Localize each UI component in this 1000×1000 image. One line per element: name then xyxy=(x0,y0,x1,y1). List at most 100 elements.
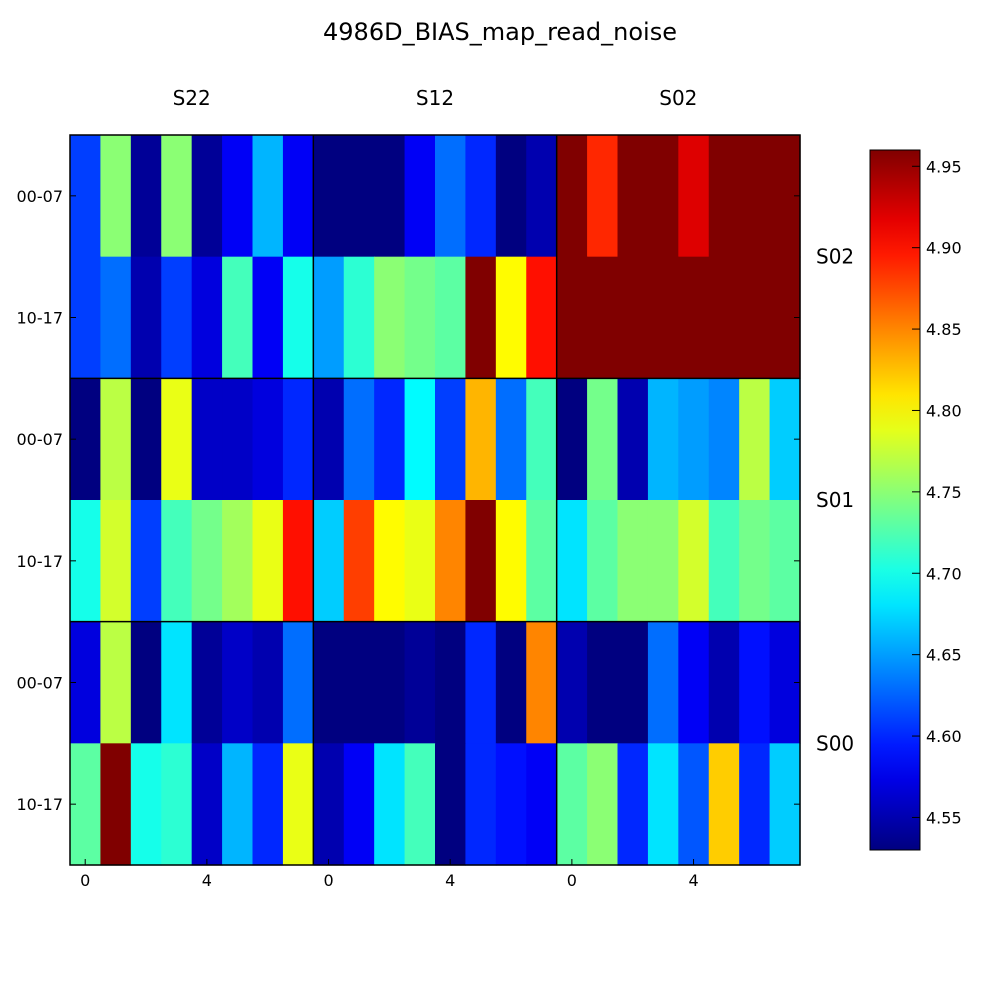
heatmap-cell xyxy=(435,378,467,501)
heatmap-cell xyxy=(374,743,406,866)
heatmap-cell xyxy=(222,621,254,744)
heatmap-cell xyxy=(495,256,527,379)
colorbar-tick-label: 4.65 xyxy=(926,646,962,665)
colorbar-gradient xyxy=(869,149,921,851)
heatmap-cell xyxy=(435,743,467,866)
heatmap-cell xyxy=(708,135,740,258)
heatmap-cells xyxy=(70,135,801,866)
colorbar-tick-label: 4.60 xyxy=(926,727,962,746)
heatmap-cell xyxy=(526,500,558,623)
heatmap-cell xyxy=(495,743,527,866)
heatmap-cell xyxy=(465,743,497,866)
heatmap-cell xyxy=(739,256,771,379)
heatmap-cell xyxy=(222,378,254,501)
heatmap-cell xyxy=(617,378,649,501)
heatmap-cell xyxy=(282,500,314,623)
heatmap-cell xyxy=(282,621,314,744)
heatmap-cell xyxy=(404,500,436,623)
heatmap-cell xyxy=(222,135,254,258)
heatmap-cell xyxy=(100,135,132,258)
heatmap-cell xyxy=(161,743,193,866)
heatmap-cell xyxy=(587,743,619,866)
heatmap-cell xyxy=(678,378,710,501)
panel-frames xyxy=(69,134,801,866)
colorbar-tick-label: 4.90 xyxy=(926,239,962,258)
heatmap-cell xyxy=(495,135,527,258)
heatmap-cell xyxy=(282,378,314,501)
heatmap-cell xyxy=(708,256,740,379)
heatmap-cell xyxy=(100,378,132,501)
heatmap-cell xyxy=(313,135,345,258)
heatmap-cell xyxy=(191,378,223,501)
heatmap-cell xyxy=(556,500,588,623)
heatmap-cell xyxy=(374,378,406,501)
heatmap-cell xyxy=(130,621,162,744)
heatmap-cell xyxy=(739,743,771,866)
heatmap-cell xyxy=(130,256,162,379)
colorbar-ticks: 4.55 4.60 4.65 4.70 4.75 4.80 4.85 4.90 4.95 xyxy=(912,157,962,827)
heatmap-cell xyxy=(587,621,619,744)
heatmap-cell xyxy=(130,135,162,258)
heatmap-cell xyxy=(191,621,223,744)
heatmap-cell xyxy=(343,621,375,744)
heatmap-cell xyxy=(647,621,679,744)
heatmap-cell xyxy=(130,743,162,866)
heatmap-cell xyxy=(617,500,649,623)
heatmap-cell xyxy=(435,621,467,744)
heatmap-cell xyxy=(678,743,710,866)
heatmap-cell xyxy=(708,500,740,623)
heatmap-cell xyxy=(495,378,527,501)
heatmap-cell xyxy=(435,500,467,623)
heatmap-cell xyxy=(556,621,588,744)
heatmap-cell xyxy=(100,256,132,379)
heatmap-cell xyxy=(222,500,254,623)
column-group-label: S12 xyxy=(416,86,454,110)
heatmap-cell xyxy=(617,621,649,744)
x-tick-label: 0 xyxy=(567,871,577,890)
heatmap-cell xyxy=(678,621,710,744)
heatmap-cell xyxy=(556,743,588,866)
heatmap-cell xyxy=(587,256,619,379)
heatmap-cell xyxy=(191,743,223,866)
heatmap-cell xyxy=(556,135,588,258)
heatmap-cell xyxy=(495,500,527,623)
colorbar-tick-label: 4.55 xyxy=(926,808,962,827)
x-tick-label: 4 xyxy=(445,871,455,890)
heatmap-cell xyxy=(739,500,771,623)
colorbar-tick-label: 4.95 xyxy=(926,157,962,176)
heatmap-cell xyxy=(495,621,527,744)
heatmap-cell xyxy=(343,256,375,379)
heatmap-cell xyxy=(130,378,162,501)
x-tick-label: 0 xyxy=(80,871,90,890)
heatmap-cell xyxy=(587,378,619,501)
heatmap-cell xyxy=(374,500,406,623)
heatmap-cell xyxy=(343,378,375,501)
heatmap-cell xyxy=(739,135,771,258)
colorbar-tick-label: 4.75 xyxy=(926,483,962,502)
heatmap-cell xyxy=(708,378,740,501)
row-tick-label: 00-07 xyxy=(17,674,64,693)
heatmap-cell xyxy=(161,500,193,623)
heatmap-cell xyxy=(343,500,375,623)
heatmap-cell xyxy=(191,135,223,258)
heatmap-cell xyxy=(313,256,345,379)
heatmap-cell xyxy=(343,743,375,866)
heatmap-cell xyxy=(617,135,649,258)
heatmap-cell xyxy=(100,743,132,866)
row-tick-label: 00-07 xyxy=(17,430,64,449)
heatmap-cell xyxy=(191,256,223,379)
heatmap-cell xyxy=(161,378,193,501)
heatmap-cell xyxy=(678,500,710,623)
heatmap-cell xyxy=(404,378,436,501)
heatmap-cell xyxy=(374,621,406,744)
colorbar-tick-label: 4.70 xyxy=(926,564,962,583)
heatmap-cell xyxy=(617,743,649,866)
row-group-label: S02 xyxy=(816,245,854,269)
heatmap-cell xyxy=(130,500,162,623)
heatmap-cell xyxy=(526,256,558,379)
heatmap-cell xyxy=(282,256,314,379)
x-tick-label: 4 xyxy=(202,871,212,890)
heatmap-cell xyxy=(252,621,284,744)
heatmap-cell xyxy=(252,135,284,258)
